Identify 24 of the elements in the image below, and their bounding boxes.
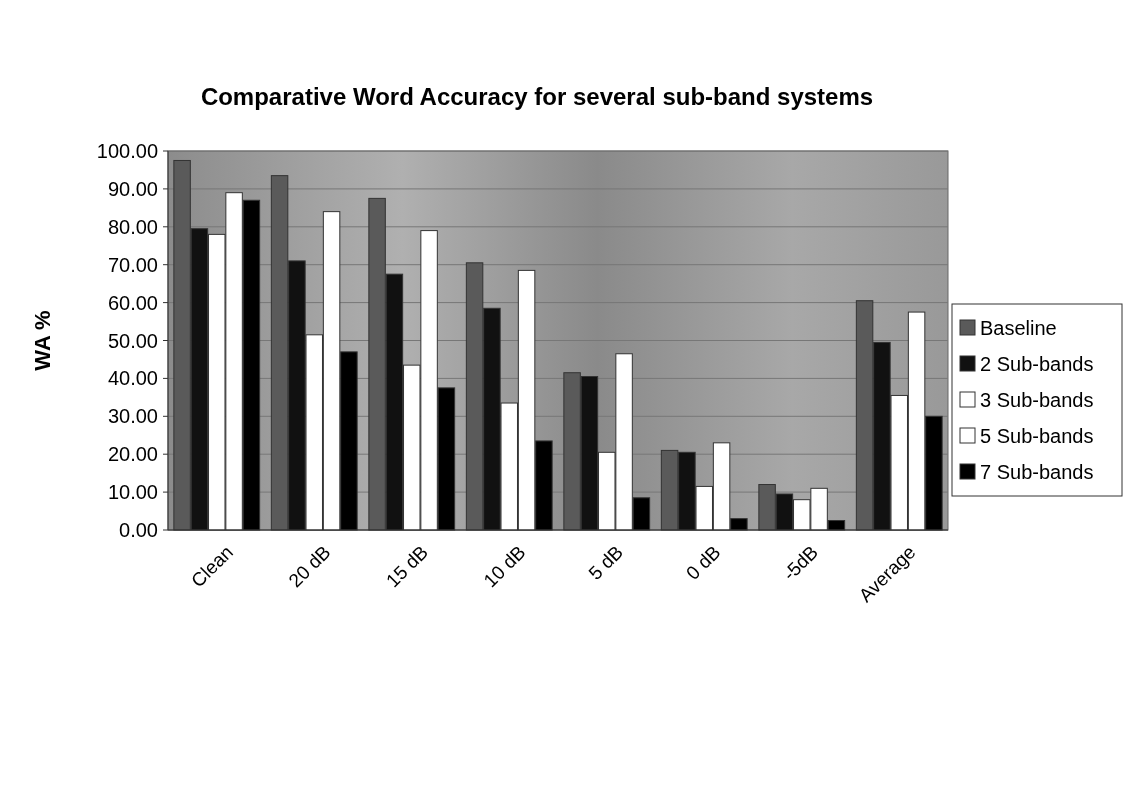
legend-label: Baseline [980, 317, 1057, 339]
legend-label: 5 Sub-bands [980, 425, 1094, 447]
legend-label: 3 Sub-bands [980, 389, 1094, 411]
x-tick-label: 20 dB [284, 541, 335, 592]
x-tick-label: -5dB [778, 541, 822, 585]
y-tick-label: 10.00 [107, 481, 158, 504]
y-tick-label: 90.00 [107, 177, 158, 200]
y-tick-label: 70.00 [107, 253, 158, 276]
x-tick-label: 0 dB [681, 541, 725, 584]
y-tick-label: 80.00 [107, 215, 158, 238]
y-tick-label: 20.00 [107, 443, 158, 466]
y-tick-label: 30.00 [107, 405, 158, 428]
y-tick-label: 0.00 [119, 519, 158, 541]
x-tick-label: 10 dB [479, 541, 530, 592]
chart-title: Comparative Word Accuracy for several sub-band systems [200, 83, 874, 110]
legend-label: 7 Sub-bands [980, 461, 1094, 483]
x-tick-label: 5 dB [584, 541, 627, 584]
y-tick-label: 60.00 [107, 291, 158, 314]
y-axis-title: WA % [30, 310, 55, 371]
y-tick-label: 40.00 [107, 367, 158, 390]
y-tick-label: 100.00 [96, 140, 158, 162]
y-tick-label: 50.00 [107, 329, 158, 352]
legend-label: 2 Sub-bands [980, 353, 1094, 375]
x-tick-label: 15 dB [382, 541, 432, 592]
